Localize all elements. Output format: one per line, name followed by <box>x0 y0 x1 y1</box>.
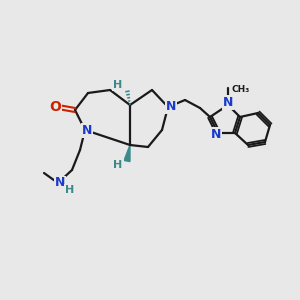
Text: H: H <box>65 185 75 195</box>
Text: N: N <box>166 100 176 112</box>
Text: H: H <box>113 160 123 170</box>
Text: CH₃: CH₃ <box>232 85 250 94</box>
Text: N: N <box>223 95 233 109</box>
Text: N: N <box>211 128 221 140</box>
Polygon shape <box>124 145 130 162</box>
Text: N: N <box>82 124 92 136</box>
Text: N: N <box>55 176 65 190</box>
Text: H: H <box>113 80 123 90</box>
Text: O: O <box>49 100 61 114</box>
